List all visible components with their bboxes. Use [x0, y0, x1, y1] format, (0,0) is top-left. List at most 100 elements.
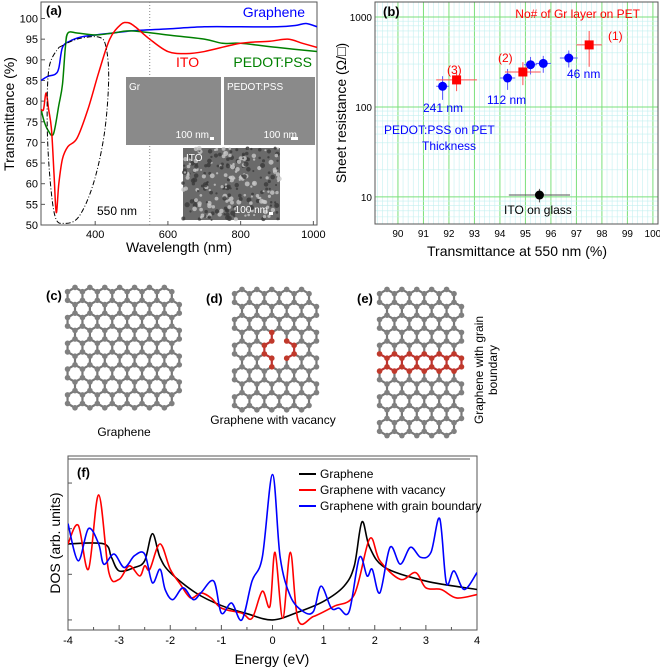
series-graphene-with-vacancy [68, 494, 477, 626]
pedot-title: PEDOT:PSS on PET [384, 123, 495, 137]
carbon-atom [239, 286, 245, 293]
carbon-atom [406, 376, 413, 383]
carbon-atom [154, 374, 160, 381]
carbon-atom [298, 329, 305, 336]
y-tick-label: 90 [26, 55, 38, 67]
carbon-atom [376, 325, 383, 331]
carbon-atom [443, 312, 450, 319]
carbon-atom [291, 299, 297, 306]
carbon-atom [231, 368, 238, 374]
sem-grain [274, 203, 280, 208]
sem-grain [221, 146, 226, 151]
sem-grain [276, 159, 279, 162]
plot-background [375, 2, 658, 224]
carbon-atom [268, 407, 275, 413]
sem-grain [244, 151, 249, 156]
carbon-atom [154, 366, 160, 372]
carbon-atom [421, 342, 428, 349]
carbon-atom [231, 351, 238, 357]
carbon-atom [116, 353, 123, 360]
carbon-atom [443, 415, 450, 422]
sem-grain [227, 198, 231, 202]
carbon-atom [413, 407, 420, 413]
series-graphene [41, 22, 317, 82]
carbon-atom [436, 419, 442, 426]
carbon-atom [124, 314, 130, 321]
y-tick-label: 95 [26, 34, 38, 46]
carbon-atom [276, 290, 283, 297]
carbon-atom [101, 336, 108, 342]
carbon-atom [124, 349, 130, 355]
carbon-atom [72, 310, 78, 317]
sem-grain [224, 183, 228, 186]
carbon-atom [72, 387, 78, 394]
plot-frame [40, 1, 318, 226]
sem-grain [213, 153, 219, 158]
defect-atom [413, 355, 420, 362]
sem-grain [255, 198, 260, 204]
sem-grain [235, 166, 240, 172]
data-point [559, 50, 578, 68]
sem-grain [192, 202, 198, 208]
sem-grain [238, 178, 241, 181]
carbon-atom [283, 312, 290, 319]
sem-grain [203, 171, 206, 175]
y-tick-label: 80 [26, 96, 38, 108]
carbon-atom [139, 297, 145, 304]
sem-grain [194, 164, 199, 169]
sem-grain [226, 157, 230, 162]
sem-grain [209, 190, 213, 195]
sem-grain [219, 208, 224, 214]
sem-grain [228, 175, 233, 180]
sem-grain [276, 167, 279, 170]
carbon-atom [154, 400, 160, 407]
sem-grain [273, 146, 277, 150]
carbon-atom [413, 389, 420, 396]
ito-label: ITO on glass [504, 203, 572, 217]
carbon-atom [72, 284, 78, 291]
x-tick-label: 3 [423, 635, 429, 647]
carbon-atom [116, 362, 123, 368]
carbon-atom [116, 310, 123, 317]
sem-grain [202, 182, 209, 188]
sem-grain [267, 156, 270, 159]
sem-grain [228, 153, 232, 158]
plot-frame [374, 1, 659, 225]
sem-grain [264, 149, 267, 152]
x-tick-label: 92 [443, 229, 455, 240]
legend-label: Graphene with vacancy [320, 483, 445, 497]
carbon-atom [176, 336, 183, 342]
sem-grain [184, 202, 190, 208]
carbon-atom [391, 342, 398, 349]
carbon-atom [87, 353, 93, 360]
sem-grain [247, 213, 250, 217]
carbon-atom [291, 325, 297, 331]
defect-atom [399, 355, 405, 362]
carbon-atom [399, 312, 405, 319]
data-point [576, 30, 602, 67]
x-tick-label: 1 [321, 635, 327, 647]
defect-atom [428, 364, 435, 370]
x-tick-label: 98 [596, 229, 608, 240]
series-graphene [68, 520, 477, 621]
carbon-atom [239, 312, 245, 319]
carbon-atom [306, 394, 312, 400]
carbon-atom [254, 303, 260, 310]
carbon-atom [436, 342, 442, 349]
data-point [535, 55, 551, 73]
carbon-atom [239, 338, 245, 344]
legend-label: Graphene with grain boundary [320, 499, 481, 513]
carbon-atom [64, 366, 71, 372]
carbon-atom [254, 381, 260, 387]
sem-grain [199, 193, 203, 197]
carbon-atom [101, 405, 108, 411]
carbon-atom [268, 381, 275, 387]
carbon-atom [391, 428, 398, 435]
carbon-atom [101, 353, 108, 360]
sem-grain [242, 157, 245, 160]
defect-atom [384, 364, 390, 370]
defect-atom [436, 368, 442, 374]
carbon-atom [231, 299, 238, 306]
carbon-atom [254, 407, 260, 413]
